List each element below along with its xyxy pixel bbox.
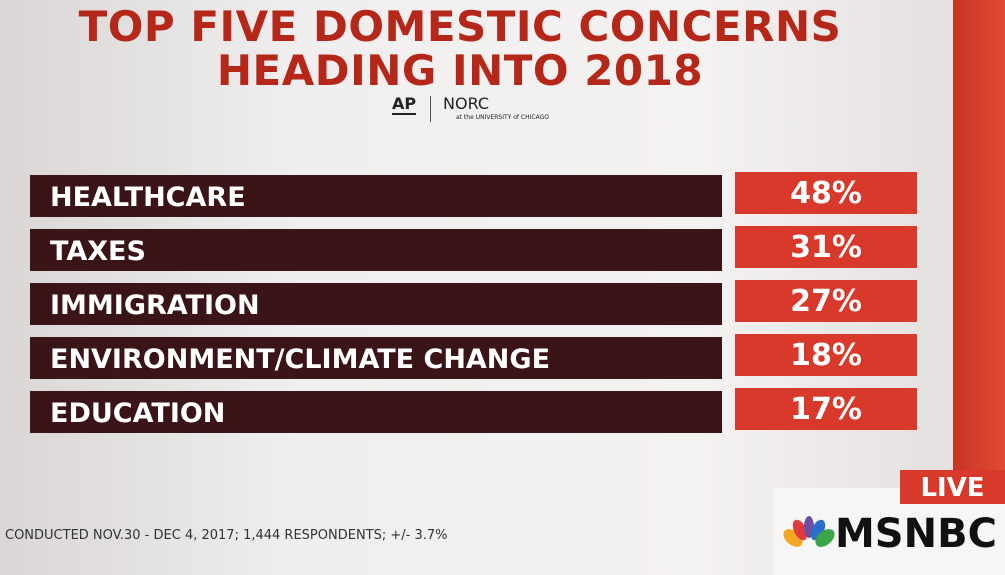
norc-sub: at the UNIVERSITY of CHICAGO — [456, 114, 549, 121]
row-label: ENVIRONMENT/CLIMATE CHANGE — [30, 337, 722, 379]
row-label: TAXES — [30, 229, 722, 271]
row-value: 31% — [735, 226, 917, 268]
row-value: 17% — [735, 388, 917, 430]
row-label: HEALTHCARE — [30, 175, 722, 217]
footnote: CONDUCTED NOV.30 - DEC 4, 2017; 1,444 RE… — [5, 528, 448, 543]
live-badge: LIVE — [900, 470, 1005, 504]
title-line: TOP FIVE DOMESTIC CONCERNS — [78, 2, 842, 51]
row-label: EDUCATION — [30, 391, 722, 433]
title-line: HEADING INTO 2018 — [216, 46, 704, 95]
row-label: IMMIGRATION — [30, 283, 722, 325]
ap-logo: AP — [392, 94, 417, 115]
norc-logo: NORC — [443, 94, 490, 113]
peacock-logo — [783, 516, 835, 547]
row-value: 48% — [735, 172, 917, 214]
row-value: 27% — [735, 280, 917, 322]
row-value: 18% — [735, 334, 917, 376]
logo-divider — [430, 96, 431, 122]
